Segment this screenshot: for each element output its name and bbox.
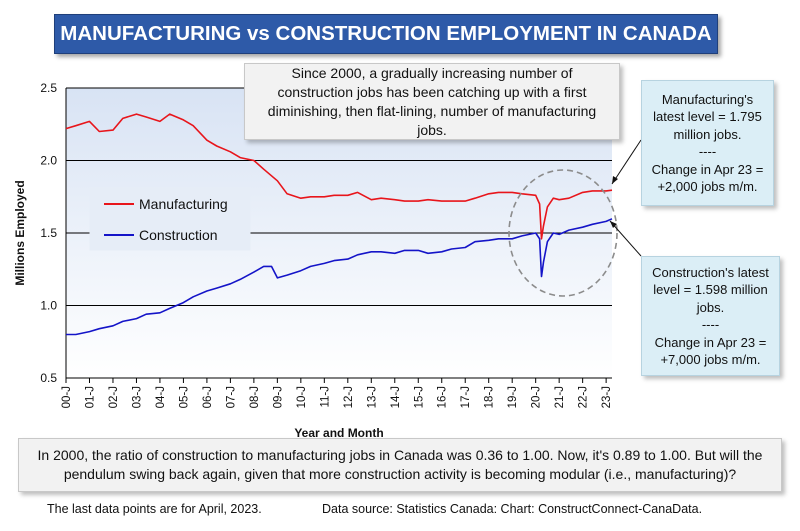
con-callout-arrow bbox=[609, 220, 642, 257]
x-tick-label: 14-J bbox=[390, 386, 402, 408]
con-arrow-head bbox=[610, 221, 617, 228]
manufacturing-line bbox=[65, 113, 613, 240]
x-tick-label: 17-J bbox=[460, 386, 472, 408]
x-tick-label: 06-J bbox=[202, 386, 214, 408]
x-tick-label: 07-J bbox=[225, 386, 237, 408]
x-tick-label: 10-J bbox=[296, 386, 308, 408]
mfg-callout-arrow bbox=[611, 139, 642, 185]
x-tick-label: 09-J bbox=[272, 386, 284, 408]
x-tick-label: 18-J bbox=[484, 386, 496, 408]
y-axis-label: Millions Employed bbox=[13, 180, 27, 285]
con-line: ---- bbox=[701, 317, 720, 332]
x-tick-label: 08-J bbox=[249, 386, 261, 408]
y-tick-label: 2.5 bbox=[40, 81, 57, 95]
callout-arrows bbox=[609, 139, 642, 257]
series-lines bbox=[65, 113, 613, 336]
con-line: Construction's latest bbox=[652, 264, 769, 280]
y-tick-label: 1.0 bbox=[40, 299, 57, 313]
x-tick-label: 16-J bbox=[437, 386, 449, 408]
legend-box bbox=[89, 187, 251, 251]
x-tick-label: 22-J bbox=[578, 386, 590, 408]
con-line: level = 1.598 million bbox=[653, 282, 768, 297]
x-tick-label: 02-J bbox=[108, 386, 120, 408]
x-tick-label: 01-J bbox=[84, 386, 96, 408]
legend-manufacturing-label: Manufacturing bbox=[139, 196, 228, 212]
annotation-top: Since 2000, a gradually increasing numbe… bbox=[244, 63, 620, 140]
x-tick-label: 20-J bbox=[531, 386, 543, 408]
construction-line bbox=[66, 218, 613, 336]
y-tick-labels: 0.5 1.0 1.5 2.0 2.5 bbox=[40, 81, 57, 385]
x-tick-label: 15-J bbox=[413, 386, 425, 408]
x-tick-label: 23-J bbox=[601, 386, 613, 408]
x-axis-label: Year and Month bbox=[294, 426, 383, 440]
mfg-line: ---- bbox=[698, 144, 717, 159]
x-tick-label: 03-J bbox=[131, 386, 143, 408]
con-line: Change in Apr 23 = bbox=[654, 334, 767, 350]
x-tick-labels: 00-J 01-J 02-J 03-J 04-J 05-J 06-J 07-J 08-J 09-J… bbox=[61, 378, 613, 408]
con-line: jobs. bbox=[696, 299, 725, 315]
y-tick-label: 0.5 bbox=[40, 371, 57, 385]
x-tick-label: 13-J bbox=[366, 386, 378, 408]
y-tick-label: 1.5 bbox=[40, 226, 57, 240]
legend-construction-label: Construction bbox=[139, 227, 218, 243]
covid-dip-highlight bbox=[508, 169, 618, 297]
x-tick-label: 04-J bbox=[155, 386, 167, 408]
bottom-note: In 2000, the ratio of construction to ma… bbox=[18, 438, 782, 492]
mfg-arrow-head bbox=[612, 176, 618, 184]
footer-note: The last data points are for April, 2023… bbox=[47, 502, 262, 516]
x-tick-label: 05-J bbox=[178, 386, 190, 408]
manufacturing-info-box: Manufacturing's latest level = 1.795 mil… bbox=[641, 80, 774, 206]
x-tick-label: 11-J bbox=[319, 386, 331, 408]
chart-title: MANUFACTURING vs CONSTRUCTION EMPLOYMENT… bbox=[54, 14, 718, 54]
construction-info-box: Construction's latest level = 1.598 mill… bbox=[641, 256, 780, 376]
mfg-line: million jobs. bbox=[673, 126, 742, 142]
y-tick-label: 2.0 bbox=[40, 154, 57, 168]
data-source: Data source: Statistics Canada: Chart: C… bbox=[322, 502, 703, 516]
mfg-line: Manufacturing's bbox=[661, 91, 754, 107]
x-tick-label: 21-J bbox=[554, 386, 566, 408]
x-tick-label: 19-J bbox=[507, 386, 519, 408]
legend: Manufacturing Construction bbox=[89, 187, 251, 251]
mfg-line: +2,000 jobs m/m. bbox=[657, 179, 758, 194]
x-tick-label: 00-J bbox=[61, 386, 73, 408]
con-line: +7,000 jobs m/m. bbox=[660, 352, 761, 367]
mfg-line: Change in Apr 23 = bbox=[651, 161, 764, 177]
mfg-line: latest level = 1.795 bbox=[653, 109, 762, 124]
x-tick-label: 12-J bbox=[343, 386, 355, 408]
